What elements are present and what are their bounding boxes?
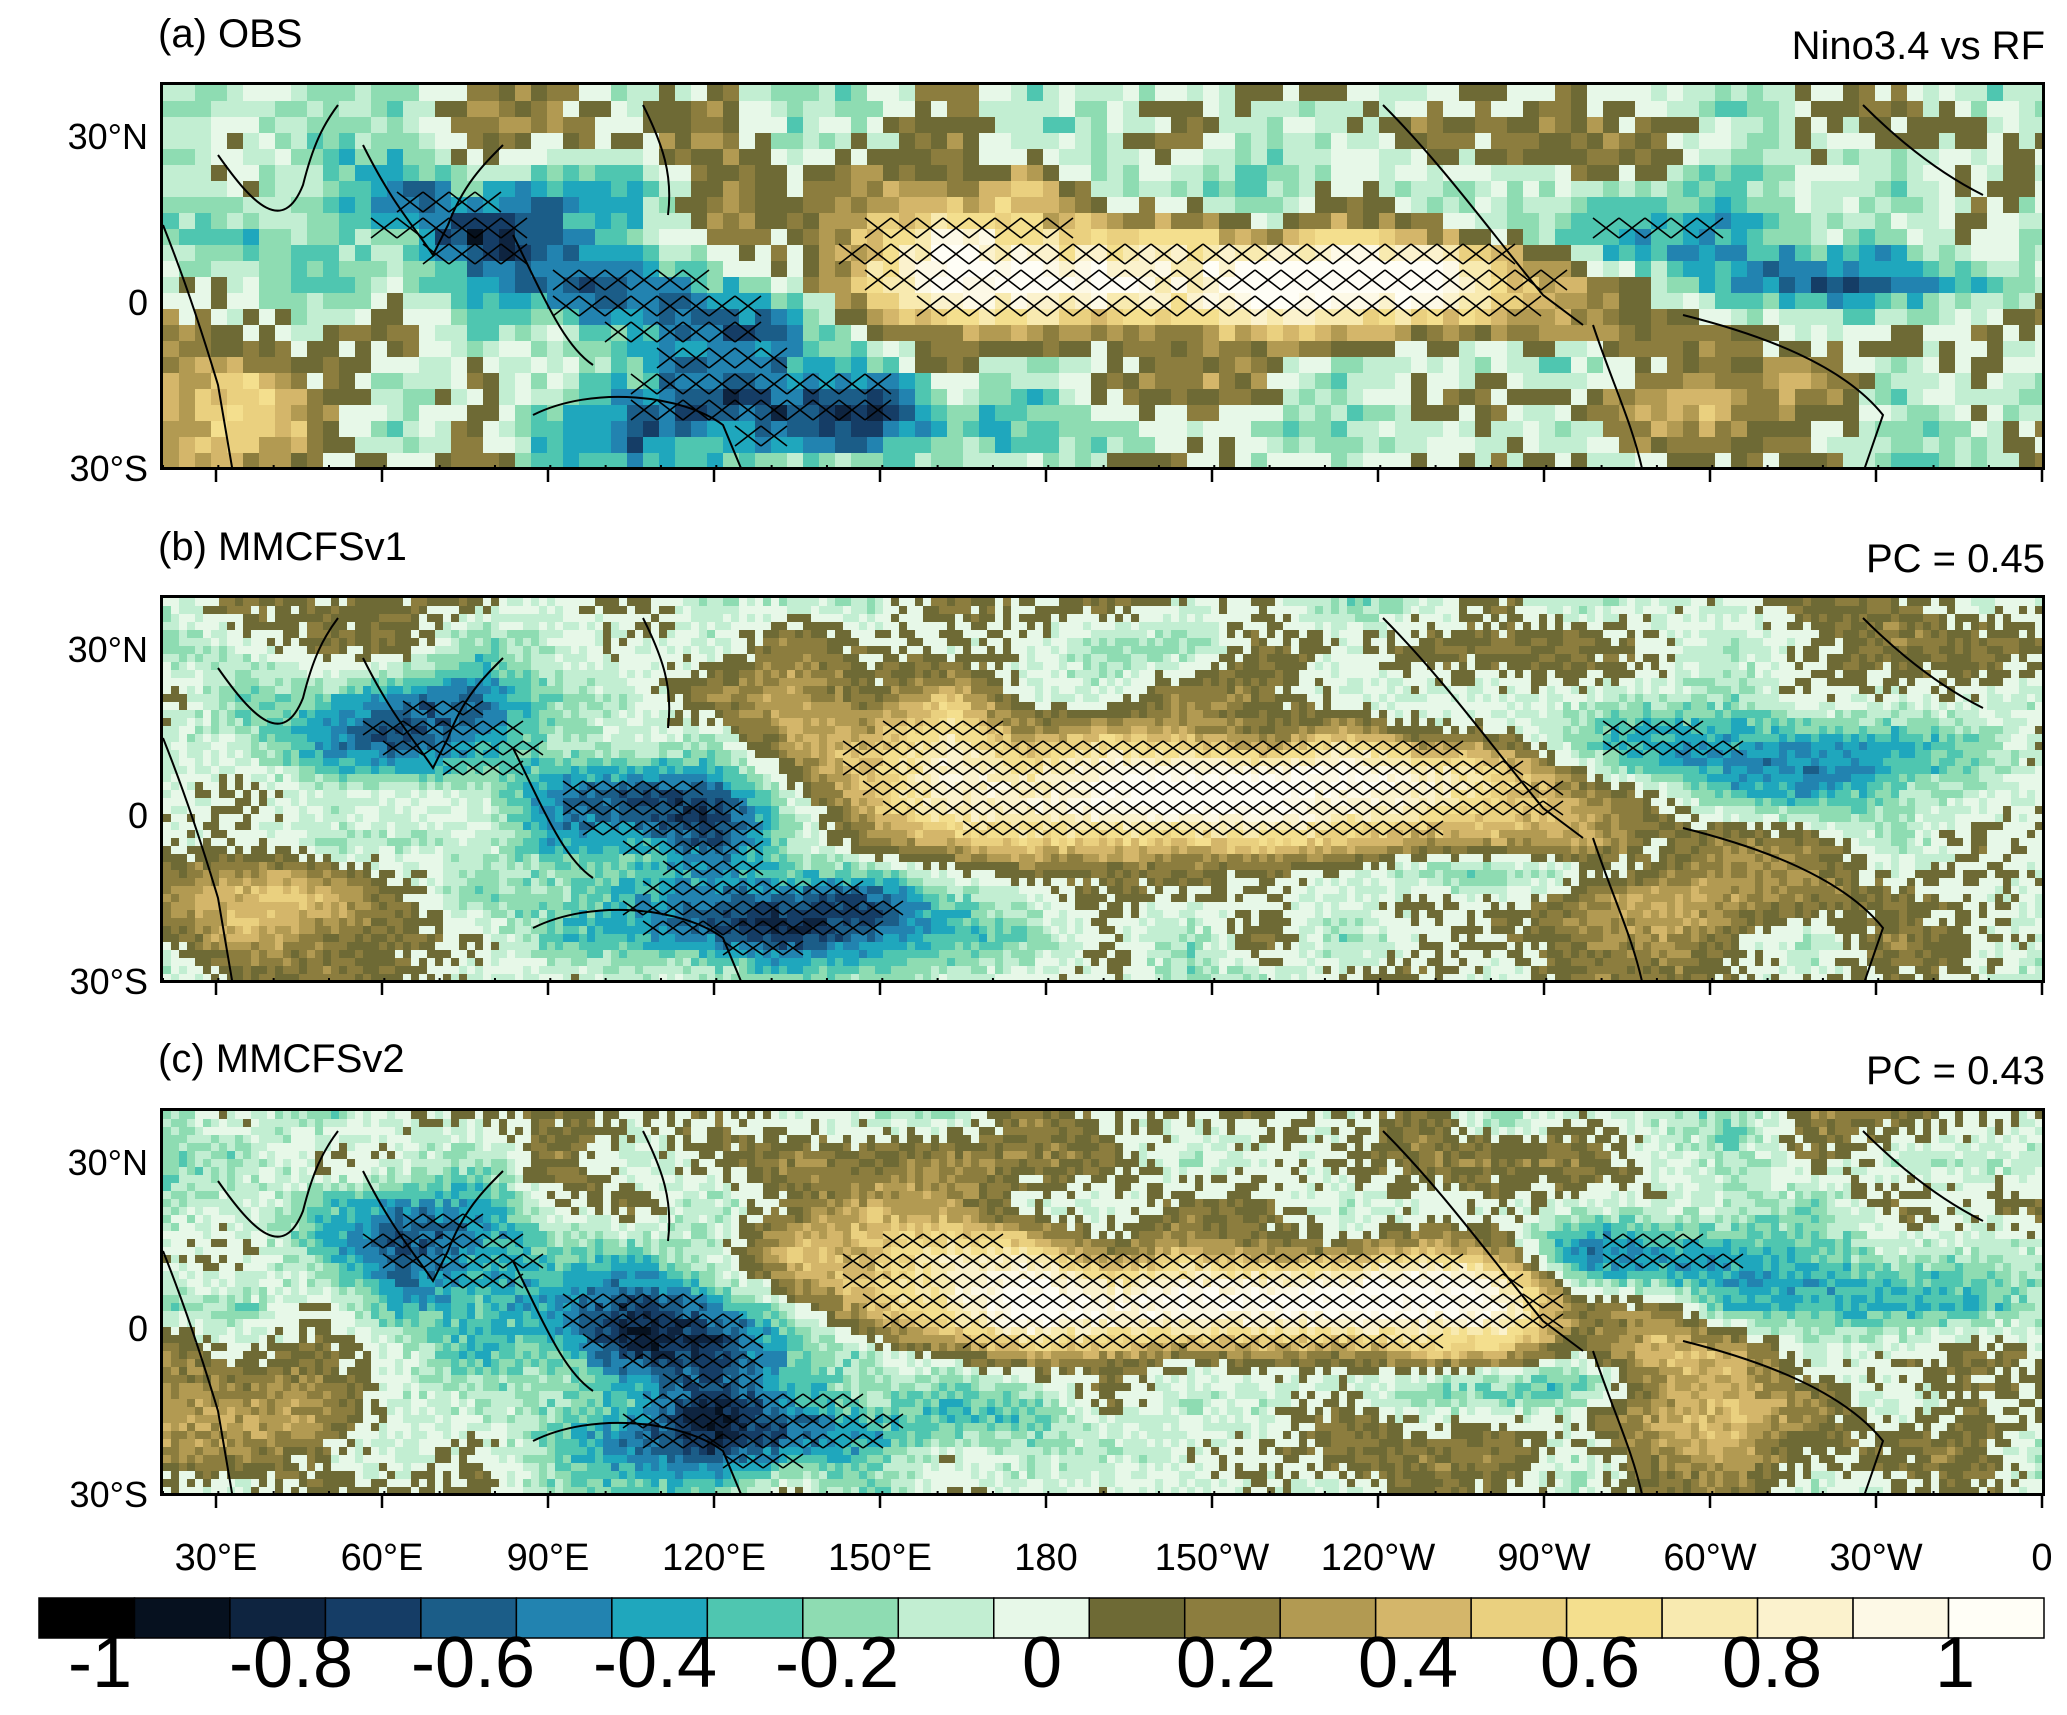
colorbar-swatch: [324, 1597, 422, 1639]
map-a-cells: [163, 85, 2042, 467]
colorbar-swatch: [611, 1597, 709, 1639]
map-b-coastlines: [163, 617, 1984, 980]
ylabel-b-30n: 30°N: [18, 629, 148, 671]
map-c-hatching: [362, 1213, 1744, 1469]
panel-a-note: Nino3.4 vs RF: [1792, 24, 2045, 69]
cbar-label-p08: 0.8: [1722, 1622, 1822, 1704]
colorbar-swatch: [1470, 1597, 1568, 1639]
cbar-label-0: 0: [1022, 1622, 1062, 1704]
ylabel-b-eq: 0: [18, 795, 148, 837]
xlabel-120w: 120°W: [1321, 1537, 1435, 1580]
colorbar-swatch: [1565, 1597, 1663, 1639]
panel-b-note: PC = 0.45: [1866, 537, 2045, 582]
colorbar-swatch: [1947, 1597, 2045, 1639]
xlabel-0: 0: [2031, 1537, 2052, 1580]
ylabel-c-30s: 30°S: [18, 1474, 148, 1516]
map-a-hatching: [370, 191, 1724, 447]
colorbar-swatch: [1661, 1597, 1759, 1639]
panel-b-title: (b) MMCFSv1: [158, 525, 407, 570]
cbar-label-m02: -0.2: [775, 1622, 899, 1704]
map-c-coastlines: [163, 1130, 1984, 1493]
colorbar-swatch: [706, 1597, 804, 1639]
xlabel-30w: 30°W: [1829, 1537, 1922, 1580]
xlabel-120e: 120°E: [662, 1537, 766, 1580]
map-b-field: [163, 598, 2042, 980]
panel-c-note: PC = 0.43: [1866, 1049, 2045, 1094]
ylabel-c-30n: 30°N: [18, 1142, 148, 1184]
map-b-ticks: [163, 978, 1990, 980]
cbar-label-m1: -1: [68, 1622, 132, 1704]
map-c-field: [163, 1111, 2042, 1493]
map-a-field: [163, 85, 2042, 467]
cbar-label-p06: 0.6: [1540, 1622, 1640, 1704]
xlabel-150w: 150°W: [1155, 1537, 1269, 1580]
map-c-ticks: [163, 1491, 1990, 1493]
cbar-label-m08: -0.8: [229, 1622, 353, 1704]
ylabel-a-30s: 30°S: [18, 448, 148, 490]
xlabel-30e: 30°E: [175, 1537, 258, 1580]
colorbar-swatch: [1183, 1597, 1281, 1639]
ylabel-a-30n: 30°N: [18, 116, 148, 158]
colorbar-swatch: [38, 1597, 136, 1639]
map-a-coastlines: [163, 104, 1984, 467]
xlabel-60e: 60°E: [341, 1537, 424, 1580]
xlabel-90e: 90°E: [507, 1537, 590, 1580]
cbar-label-p04: 0.4: [1358, 1622, 1458, 1704]
xlabel-60w: 60°W: [1663, 1537, 1756, 1580]
map-b-hatching: [362, 700, 1744, 956]
colorbar-swatch: [993, 1597, 1090, 1639]
map-b-cells: [163, 598, 2042, 980]
colorbar-swatch: [802, 1597, 900, 1639]
ylabel-c-eq: 0: [18, 1308, 148, 1350]
cbar-label-p1: 1: [1935, 1622, 1975, 1704]
cbar-label-m04: -0.4: [593, 1622, 717, 1704]
panel-a-title: (a) OBS: [158, 12, 302, 57]
colorbar-swatch: [420, 1597, 518, 1639]
colorbar-swatch: [515, 1597, 613, 1639]
cbar-label-m06: -0.6: [411, 1622, 535, 1704]
xlabel-90w: 90°W: [1497, 1537, 1590, 1580]
map-panel-b: [160, 595, 2045, 983]
colorbar: [38, 1597, 2045, 1639]
cbar-label-p02: 0.2: [1176, 1622, 1276, 1704]
ylabel-b-30s: 30°S: [18, 961, 148, 1003]
xlabel-150e: 150°E: [828, 1537, 932, 1580]
map-c-cells: [163, 1111, 2042, 1493]
colorbar-swatch: [133, 1597, 231, 1639]
xlabel-180: 180: [1014, 1537, 1077, 1580]
map-a-ticks: [163, 465, 1990, 467]
map-panel-c: [160, 1108, 2045, 1496]
panel-c-title: (c) MMCFSv2: [158, 1037, 405, 1082]
colorbar-swatch: [1279, 1597, 1377, 1639]
map-panel-a: [160, 82, 2045, 470]
colorbar-swatch: [1374, 1597, 1472, 1639]
colorbar-swatch: [897, 1597, 995, 1639]
colorbar-swatch: [1088, 1597, 1186, 1639]
ylabel-a-eq: 0: [18, 282, 148, 324]
